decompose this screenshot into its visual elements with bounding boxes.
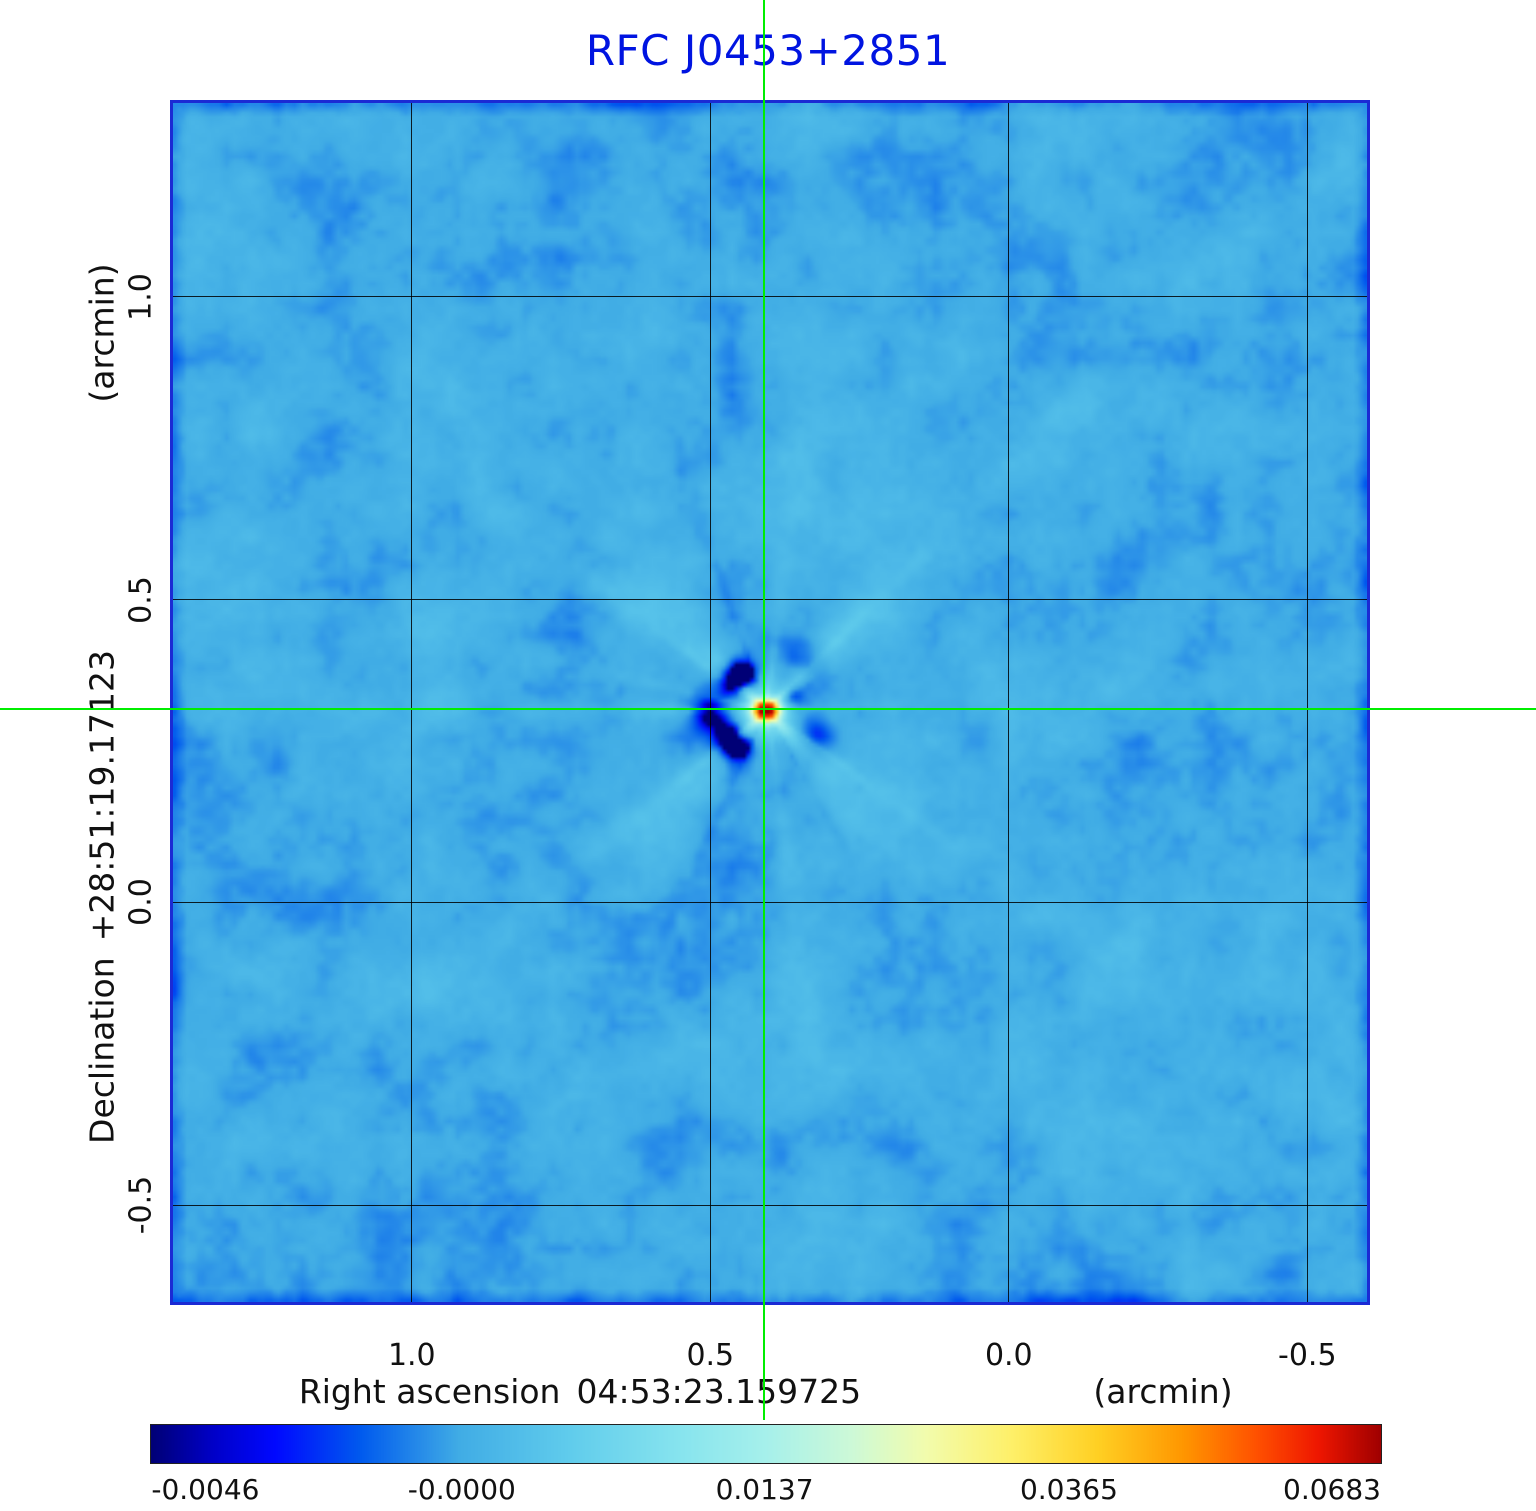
x-axis-unit: (arcmin)	[1093, 1372, 1233, 1411]
y-tick-label: 0.5	[123, 575, 159, 624]
y-axis-label-text: Declination	[82, 957, 122, 1144]
colorbar-tick-label: 0.0365	[1019, 1473, 1118, 1506]
x-tick-label: 0.5	[686, 1338, 735, 1373]
colorbar-tick-label: -0.0046	[151, 1473, 260, 1506]
x-axis-label: Right ascension 04:53:23.159725	[299, 1372, 861, 1411]
y-tick-label: 1.0	[123, 272, 159, 321]
colorbar-tick-label: 0.0683	[1283, 1473, 1381, 1506]
sky-map-plot	[170, 100, 1370, 1305]
crosshair-horizontal-line	[0, 707, 1536, 710]
colorbar	[150, 1424, 1382, 1464]
crosshair-vertical-line	[763, 0, 766, 1420]
x-tick-label: 1.0	[387, 1338, 436, 1373]
y-axis-label: Declination +28:51:19.17123	[83, 650, 122, 1144]
y-tick-label: 0.0	[123, 878, 159, 927]
x-tick-label: -0.5	[1278, 1338, 1337, 1373]
x-axis-coordinate: 04:53:23.159725	[576, 1372, 862, 1411]
y-tick-label: -0.5	[123, 1175, 159, 1235]
y-axis-unit: (arcmin)	[82, 263, 122, 403]
y-axis-coordinate: +28:51:19.17123	[82, 650, 122, 942]
x-tick-label: 0.0	[984, 1338, 1033, 1373]
heatmap-canvas	[173, 103, 1367, 1302]
x-axis-label-text: Right ascension	[298, 1372, 561, 1411]
plot-title: RFC J0453+2851	[585, 26, 951, 75]
colorbar-tick-label: -0.0000	[407, 1473, 516, 1506]
colorbar-tick-label: 0.0137	[715, 1473, 814, 1506]
